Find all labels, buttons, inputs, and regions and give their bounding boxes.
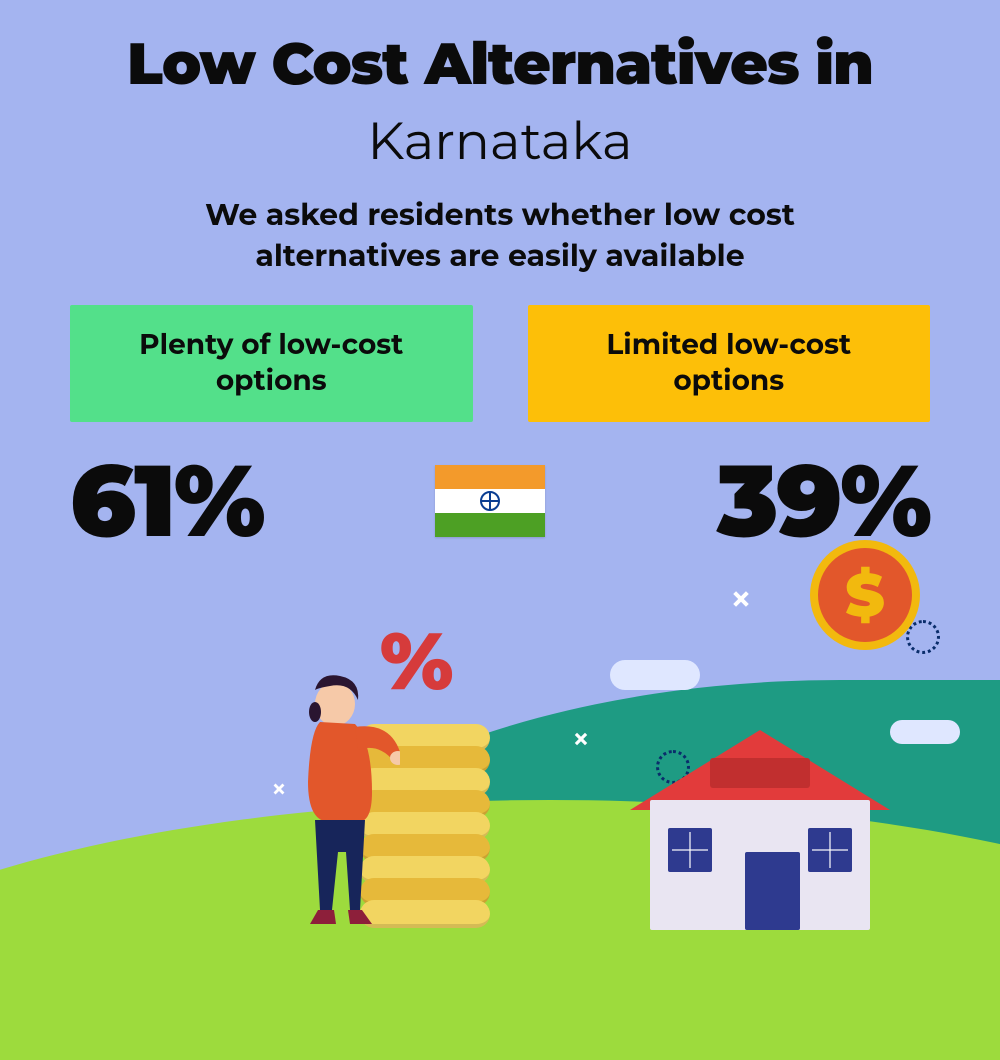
title-location: Karnataka	[0, 110, 1000, 173]
description-text: We asked residents whether low cost alte…	[120, 195, 880, 276]
pct-plenty: 61%	[70, 440, 264, 562]
dollar-coin-icon: $	[810, 540, 920, 650]
sparkle-icon	[732, 590, 750, 608]
india-flag-icon	[435, 465, 545, 537]
dollar-sign: $	[845, 559, 884, 632]
option-cards: Plenty of low-cost options Limited low-c…	[70, 305, 930, 422]
sparkle-icon	[574, 732, 588, 746]
person-icon	[280, 672, 400, 932]
illustration: $ %	[0, 600, 1000, 1000]
pct-limited: 39%	[717, 440, 930, 562]
house-icon	[630, 730, 890, 930]
dotted-ring-icon	[906, 620, 940, 654]
card-limited: Limited low-cost options	[528, 305, 931, 422]
percent-row: 61% 39%	[70, 440, 930, 562]
title-line1: Low Cost Alternatives in	[0, 28, 1000, 99]
card-plenty-label: Plenty of low-cost options	[139, 328, 403, 398]
cloud-icon	[890, 720, 960, 744]
infographic-canvas: Low Cost Alternatives in Karnataka We as…	[0, 0, 1000, 1000]
card-plenty: Plenty of low-cost options	[70, 305, 473, 422]
cloud-icon	[610, 660, 700, 690]
card-limited-label: Limited low-cost options	[606, 328, 851, 398]
